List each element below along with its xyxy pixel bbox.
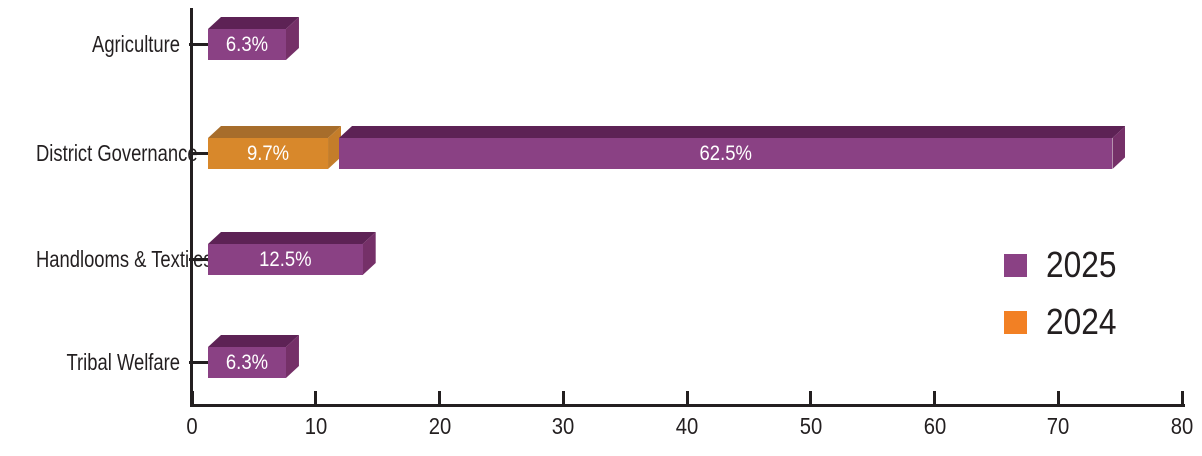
- category-tick: [189, 152, 208, 155]
- x-axis-tick: [1056, 391, 1060, 404]
- category-label: Agriculture: [92, 31, 180, 57]
- x-axis-tick-label: 20: [428, 413, 451, 439]
- bar-segment-2025: 12.5%: [208, 244, 363, 275]
- category-label: Tribal Welfare: [66, 349, 181, 375]
- x-axis-tick: [438, 391, 441, 404]
- x-axis-tick-label: 70: [1046, 413, 1070, 439]
- bar-segment-2025: 6.3%: [208, 347, 286, 378]
- category-label: District Governance: [36, 140, 198, 166]
- x-axis-tick-label: 0: [186, 413, 198, 439]
- category-label: Handlooms & Textiles: [36, 246, 213, 272]
- bar-segment-2024: 9.7%: [208, 138, 329, 169]
- x-axis-tick-label: 10: [304, 413, 328, 439]
- legend: 2025 2024: [1004, 244, 1126, 360]
- x-axis-tick: [809, 391, 813, 404]
- x-axis-line: [190, 404, 1185, 407]
- bar-value-label: 12.5%: [259, 247, 312, 271]
- x-axis-tick-label: 80: [1170, 413, 1194, 439]
- legend-item-2025: 2025: [1004, 244, 1126, 285]
- category-tick: [189, 258, 208, 261]
- bar-value-label: 62.5%: [699, 141, 752, 165]
- x-axis-tick-label: 50: [799, 413, 823, 439]
- y-axis-line: [190, 8, 193, 407]
- x-axis-tick: [190, 391, 194, 404]
- bar-value-label: 6.3%: [225, 32, 269, 56]
- legend-label-2025: 2025: [1046, 244, 1117, 285]
- x-axis-tick: [685, 391, 689, 404]
- bar-value-label: 6.3%: [225, 350, 269, 374]
- x-axis-tick: [1180, 391, 1184, 404]
- bar-segment-2025: 6.3%: [208, 29, 286, 60]
- x-axis-tick: [314, 391, 318, 404]
- x-axis-tick: [561, 391, 565, 404]
- legend-swatch-2024-icon: [1004, 310, 1027, 334]
- bar-value-label: 9.7%: [246, 141, 290, 165]
- x-axis-tick: [933, 391, 936, 404]
- bar-segment-2025: 62.5%: [339, 138, 1113, 169]
- x-axis-tick-label: 40: [675, 413, 699, 439]
- legend-swatch-2025-icon: [1004, 253, 1027, 277]
- category-tick: [189, 43, 208, 46]
- category-tick: [189, 361, 208, 364]
- x-axis-tick-label: 60: [923, 413, 946, 439]
- legend-item-2024: 2024: [1004, 301, 1126, 342]
- legend-label-2024: 2024: [1046, 301, 1117, 342]
- x-axis-tick-label: 30: [551, 413, 575, 439]
